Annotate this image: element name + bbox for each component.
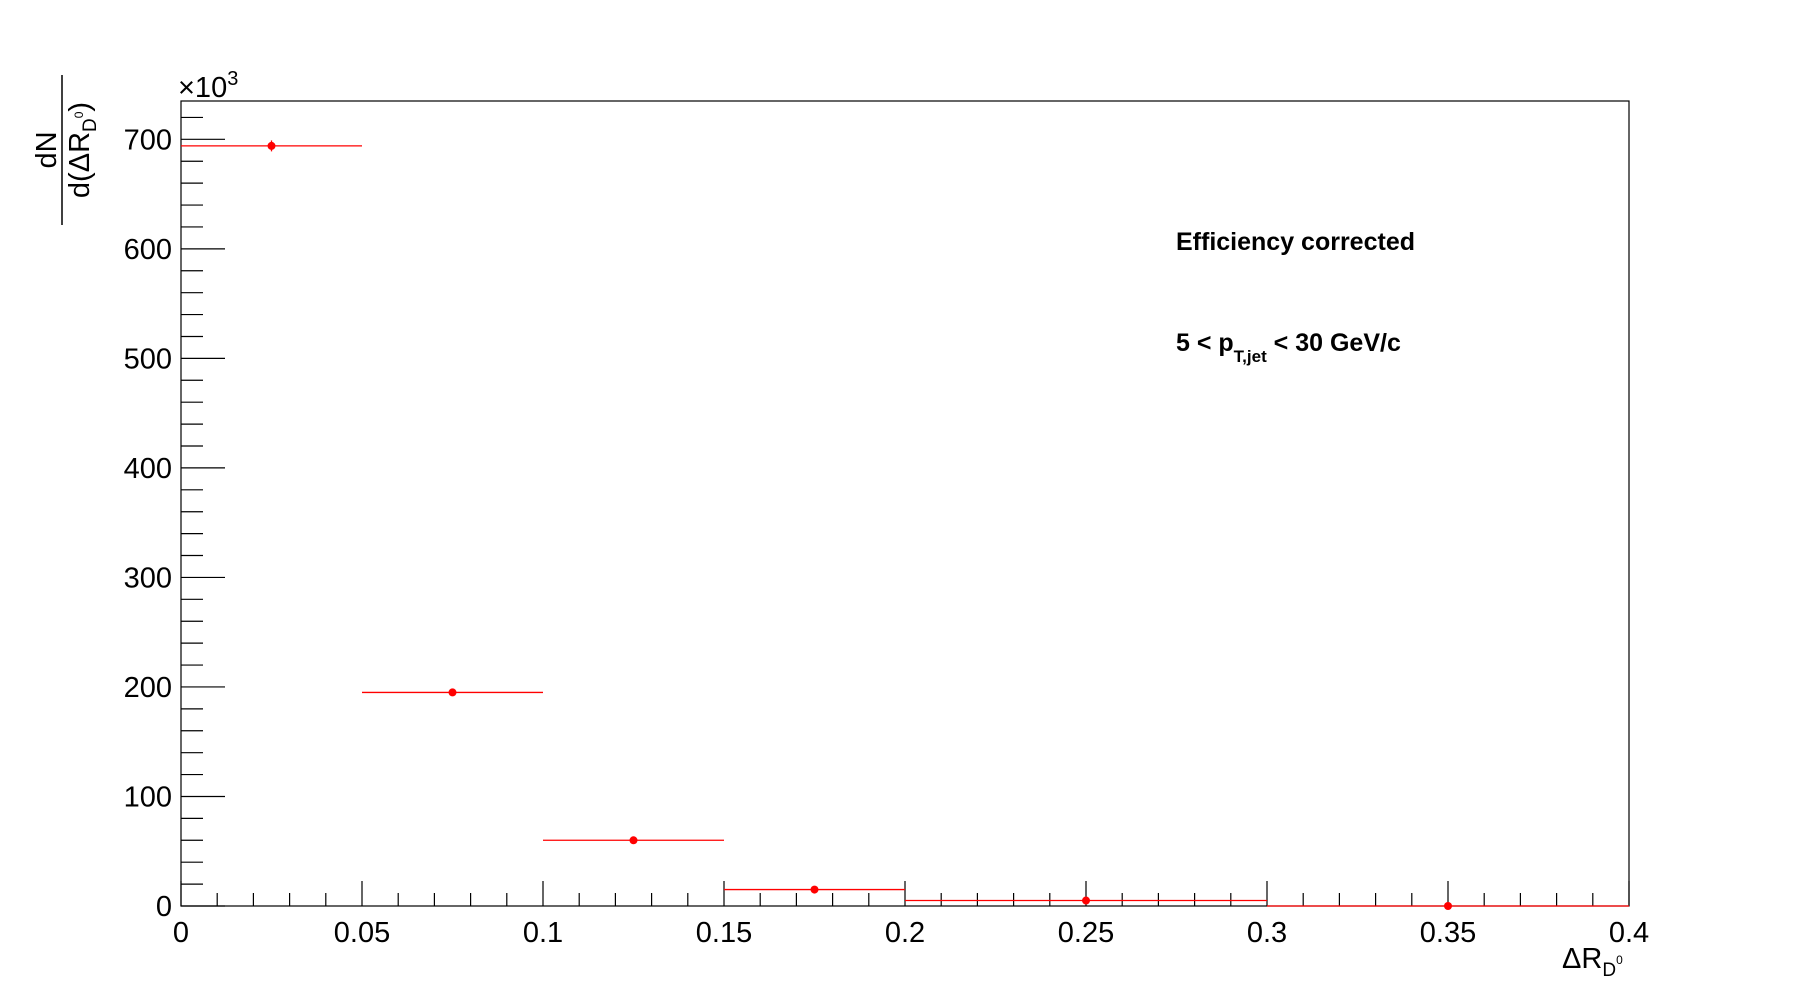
- data-point: [905, 896, 1267, 905]
- data-series: [181, 140, 1629, 910]
- x-tick-label: 0.25: [1058, 917, 1114, 949]
- x-tick-label: 0.2: [885, 917, 925, 949]
- data-point: [181, 140, 362, 152]
- y-tick-label: 100: [124, 781, 172, 813]
- y-tick-label: 400: [124, 453, 172, 485]
- x-axis-title: ΔRD0: [1562, 943, 1623, 981]
- x-tick-label: 0.3: [1247, 917, 1287, 949]
- y-tick-label: 600: [124, 234, 172, 266]
- y-axis-ticks: [181, 116, 225, 907]
- annotation-pt-range: 5 < pT,jet < 30 GeV/c: [1176, 329, 1401, 366]
- data-point: [1267, 902, 1629, 910]
- y-axis-tick-labels: 0 100 200 300 400 500 600 700: [124, 124, 172, 923]
- y-tick-label: 0: [156, 891, 172, 923]
- y-tick-label: 300: [124, 562, 172, 594]
- data-point: [724, 885, 905, 894]
- x-tick-label: 0.05: [334, 917, 390, 949]
- x-tick-label: 0.35: [1420, 917, 1476, 949]
- y-tick-label: 200: [124, 672, 172, 704]
- x-tick-label: 0.1: [523, 917, 563, 949]
- marker: [810, 885, 819, 894]
- y-axis-exponent: ×103: [178, 68, 238, 104]
- marker: [267, 141, 276, 150]
- x-axis-tick-labels: 0 0.05 0.1 0.15 0.2 0.25 0.3 0.35 0.4: [173, 917, 1649, 949]
- data-point: [543, 836, 724, 845]
- y-axis-title-denominator: d(ΔRD0): [64, 102, 101, 198]
- x-tick-label: 0.15: [696, 917, 752, 949]
- annotation-efficiency: Efficiency corrected: [1176, 228, 1415, 256]
- marker: [1444, 902, 1452, 910]
- y-axis-title-numerator: dN: [31, 131, 63, 168]
- marker: [448, 688, 457, 697]
- x-axis-ticks: [180, 881, 1630, 906]
- data-point: [362, 688, 543, 697]
- y-axis-title: dN d(ΔRD0): [31, 75, 101, 225]
- x-tick-label: 0: [173, 917, 189, 949]
- marker: [1082, 896, 1090, 905]
- marker: [629, 836, 638, 845]
- y-tick-label: 700: [124, 124, 172, 156]
- x-tick-label: 0.4: [1609, 917, 1649, 949]
- y-tick-label: 500: [124, 343, 172, 375]
